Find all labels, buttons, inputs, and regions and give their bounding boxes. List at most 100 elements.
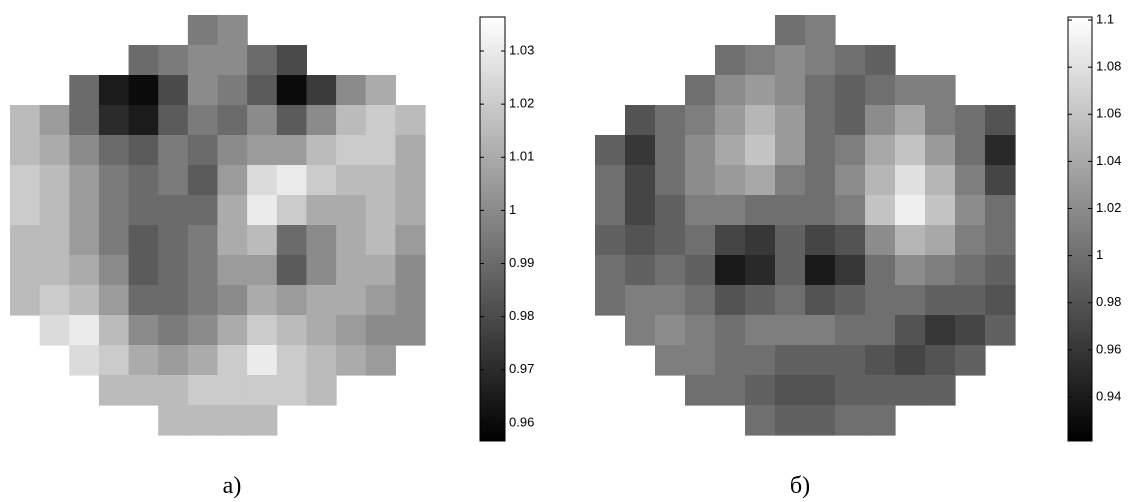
heatmap-cell — [955, 165, 986, 196]
heatmap-cell — [775, 15, 806, 46]
heatmap-cell — [655, 105, 686, 136]
heatmap-cell — [925, 195, 956, 226]
heatmap-cell — [306, 345, 336, 376]
heatmap-cell — [69, 315, 99, 346]
heatmap-cell — [218, 105, 248, 136]
heatmap-cell — [715, 45, 746, 76]
heatmap-cell — [247, 405, 277, 436]
heatmap-cell — [277, 105, 307, 136]
colorbar-tick-label: 0.98 — [1096, 294, 1121, 309]
heatmap-cell — [69, 195, 99, 226]
colorbar-tick-label: 1.02 — [509, 96, 534, 111]
heatmap-cell — [655, 255, 686, 286]
heatmap-cell — [805, 45, 836, 76]
heatmap-cell — [685, 255, 716, 286]
heatmap-cell — [336, 255, 366, 286]
heatmap-cell — [835, 105, 866, 136]
heatmap-cell — [745, 165, 776, 196]
heatmap-cell — [835, 405, 866, 436]
heatmap-cell — [247, 135, 277, 166]
heatmap-cell — [595, 285, 626, 316]
heatmap-cell — [985, 225, 1016, 256]
heatmap-cell — [925, 75, 956, 106]
heatmap-cell — [775, 45, 806, 76]
heatmap-cell — [685, 135, 716, 166]
heatmap-cell — [835, 375, 866, 406]
heatmap-cell — [775, 195, 806, 226]
heatmap-cell — [40, 285, 70, 316]
heatmap-cell — [306, 285, 336, 316]
heatmap-cell — [805, 105, 836, 136]
heatmap-cell — [218, 225, 248, 256]
heatmap-cell — [10, 255, 40, 286]
heatmap-cell — [775, 405, 806, 436]
heatmap-cell — [715, 165, 746, 196]
heatmap-cell — [625, 315, 656, 346]
heatmap-cell — [985, 165, 1016, 196]
heatmap-cell — [925, 105, 956, 136]
heatmap-cell — [336, 225, 366, 256]
heatmap-cell — [158, 315, 188, 346]
heatmap-cell — [10, 195, 40, 226]
heatmap-cell — [395, 165, 425, 196]
heatmap-cell — [277, 285, 307, 316]
heatmap-cell — [218, 45, 248, 76]
heatmap-cell — [99, 285, 129, 316]
heatmap-cell — [745, 105, 776, 136]
heatmap-cell — [925, 255, 956, 286]
heatmap-cell — [40, 225, 70, 256]
colorbar — [1068, 17, 1092, 441]
heatmap-cell — [158, 105, 188, 136]
heatmap-cell — [865, 45, 896, 76]
heatmap-cell — [129, 285, 159, 316]
heatmap-cell — [895, 375, 926, 406]
heatmap-cell — [805, 135, 836, 166]
heatmap-cell — [805, 345, 836, 376]
heatmap-cell — [715, 135, 746, 166]
heatmap-cell — [69, 105, 99, 136]
heatmap-cell — [99, 105, 129, 136]
colorbar-tick-label: 1.04 — [1096, 153, 1121, 168]
heatmap-cell — [865, 285, 896, 316]
heatmap-cell — [775, 135, 806, 166]
heatmap-cell — [895, 315, 926, 346]
heatmap-cell — [865, 105, 896, 136]
heatmap-cell — [595, 225, 626, 256]
heatmap-cell — [40, 195, 70, 226]
heatmap-cell — [835, 285, 866, 316]
heatmap-cell — [40, 315, 70, 346]
heatmap-cell — [10, 105, 40, 136]
heatmap-cell — [955, 345, 986, 376]
heatmap-cell — [129, 105, 159, 136]
page: {"chart_data": [ {"type": "heatmap", "ca… — [0, 0, 1135, 502]
heatmap-cell — [625, 255, 656, 286]
heatmap-cell — [188, 45, 218, 76]
heatmap-cell — [188, 315, 218, 346]
heatmap-cell — [277, 225, 307, 256]
heatmap-cell — [805, 375, 836, 406]
heatmap-cell — [805, 225, 836, 256]
heatmap-cell — [745, 195, 776, 226]
heatmap-cell — [775, 165, 806, 196]
heatmap-cell — [745, 345, 776, 376]
heatmap-cell — [775, 375, 806, 406]
heatmap-cell — [955, 225, 986, 256]
heatmap-cell — [835, 225, 866, 256]
heatmap-cell — [745, 315, 776, 346]
heatmap-cell — [685, 105, 716, 136]
heatmap-cell — [925, 345, 956, 376]
heatmap-cell — [69, 255, 99, 286]
heatmap-cell — [366, 255, 396, 286]
heatmap-cell — [865, 255, 896, 286]
heatmap-cell — [218, 15, 248, 46]
heatmap-cell — [158, 45, 188, 76]
colorbar-tick-label: 0.96 — [509, 414, 534, 429]
heatmap-cell — [775, 225, 806, 256]
heatmap-cell — [366, 195, 396, 226]
heatmap-cell — [955, 285, 986, 316]
heatmap-cell — [366, 135, 396, 166]
heatmap-cell — [247, 225, 277, 256]
heatmap-cell — [745, 75, 776, 106]
heatmap-cell — [247, 285, 277, 316]
heatmap-cell — [99, 75, 129, 106]
